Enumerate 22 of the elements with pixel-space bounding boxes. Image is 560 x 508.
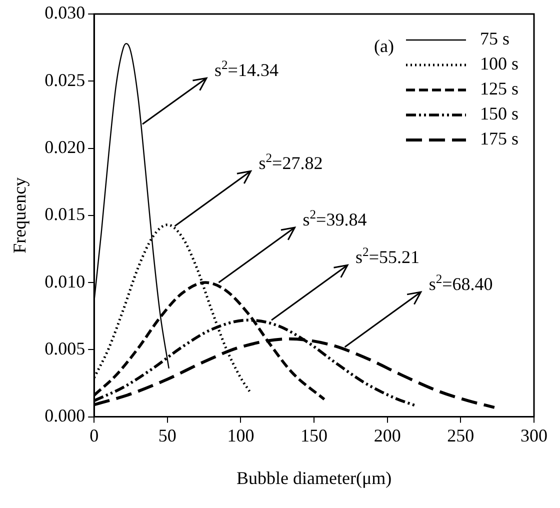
x-axis-title: Bubble diameter(μm) xyxy=(236,468,392,488)
y-tick-label: 0.030 xyxy=(44,2,86,23)
legend-label: 100 s xyxy=(480,54,519,74)
x-tick-label: 200 xyxy=(374,425,401,446)
y-tick-label: 0.005 xyxy=(44,338,86,358)
x-tick-label: 250 xyxy=(447,425,474,446)
x-tick-label: 300 xyxy=(520,425,548,446)
legend-label: 175 s xyxy=(480,128,519,149)
y-tick-label: 0.020 xyxy=(44,137,86,157)
y-tick-label: 0.025 xyxy=(44,70,86,90)
y-tick-label: 0.000 xyxy=(44,406,86,426)
legend-label: 150 s xyxy=(480,104,519,124)
x-tick-label: 150 xyxy=(300,425,328,446)
legend-label: 125 s xyxy=(480,78,519,99)
annotation: (a) xyxy=(374,36,394,56)
x-tick-label: 100 xyxy=(227,425,254,446)
y-axis-title: Frequency xyxy=(10,177,30,254)
y-tick-label: 0.015 xyxy=(44,204,86,224)
x-tick-label: 50 xyxy=(158,425,176,446)
x-tick-label: 0 xyxy=(90,425,99,446)
legend-label: 75 s xyxy=(480,28,510,49)
y-tick-label: 0.010 xyxy=(44,271,86,292)
